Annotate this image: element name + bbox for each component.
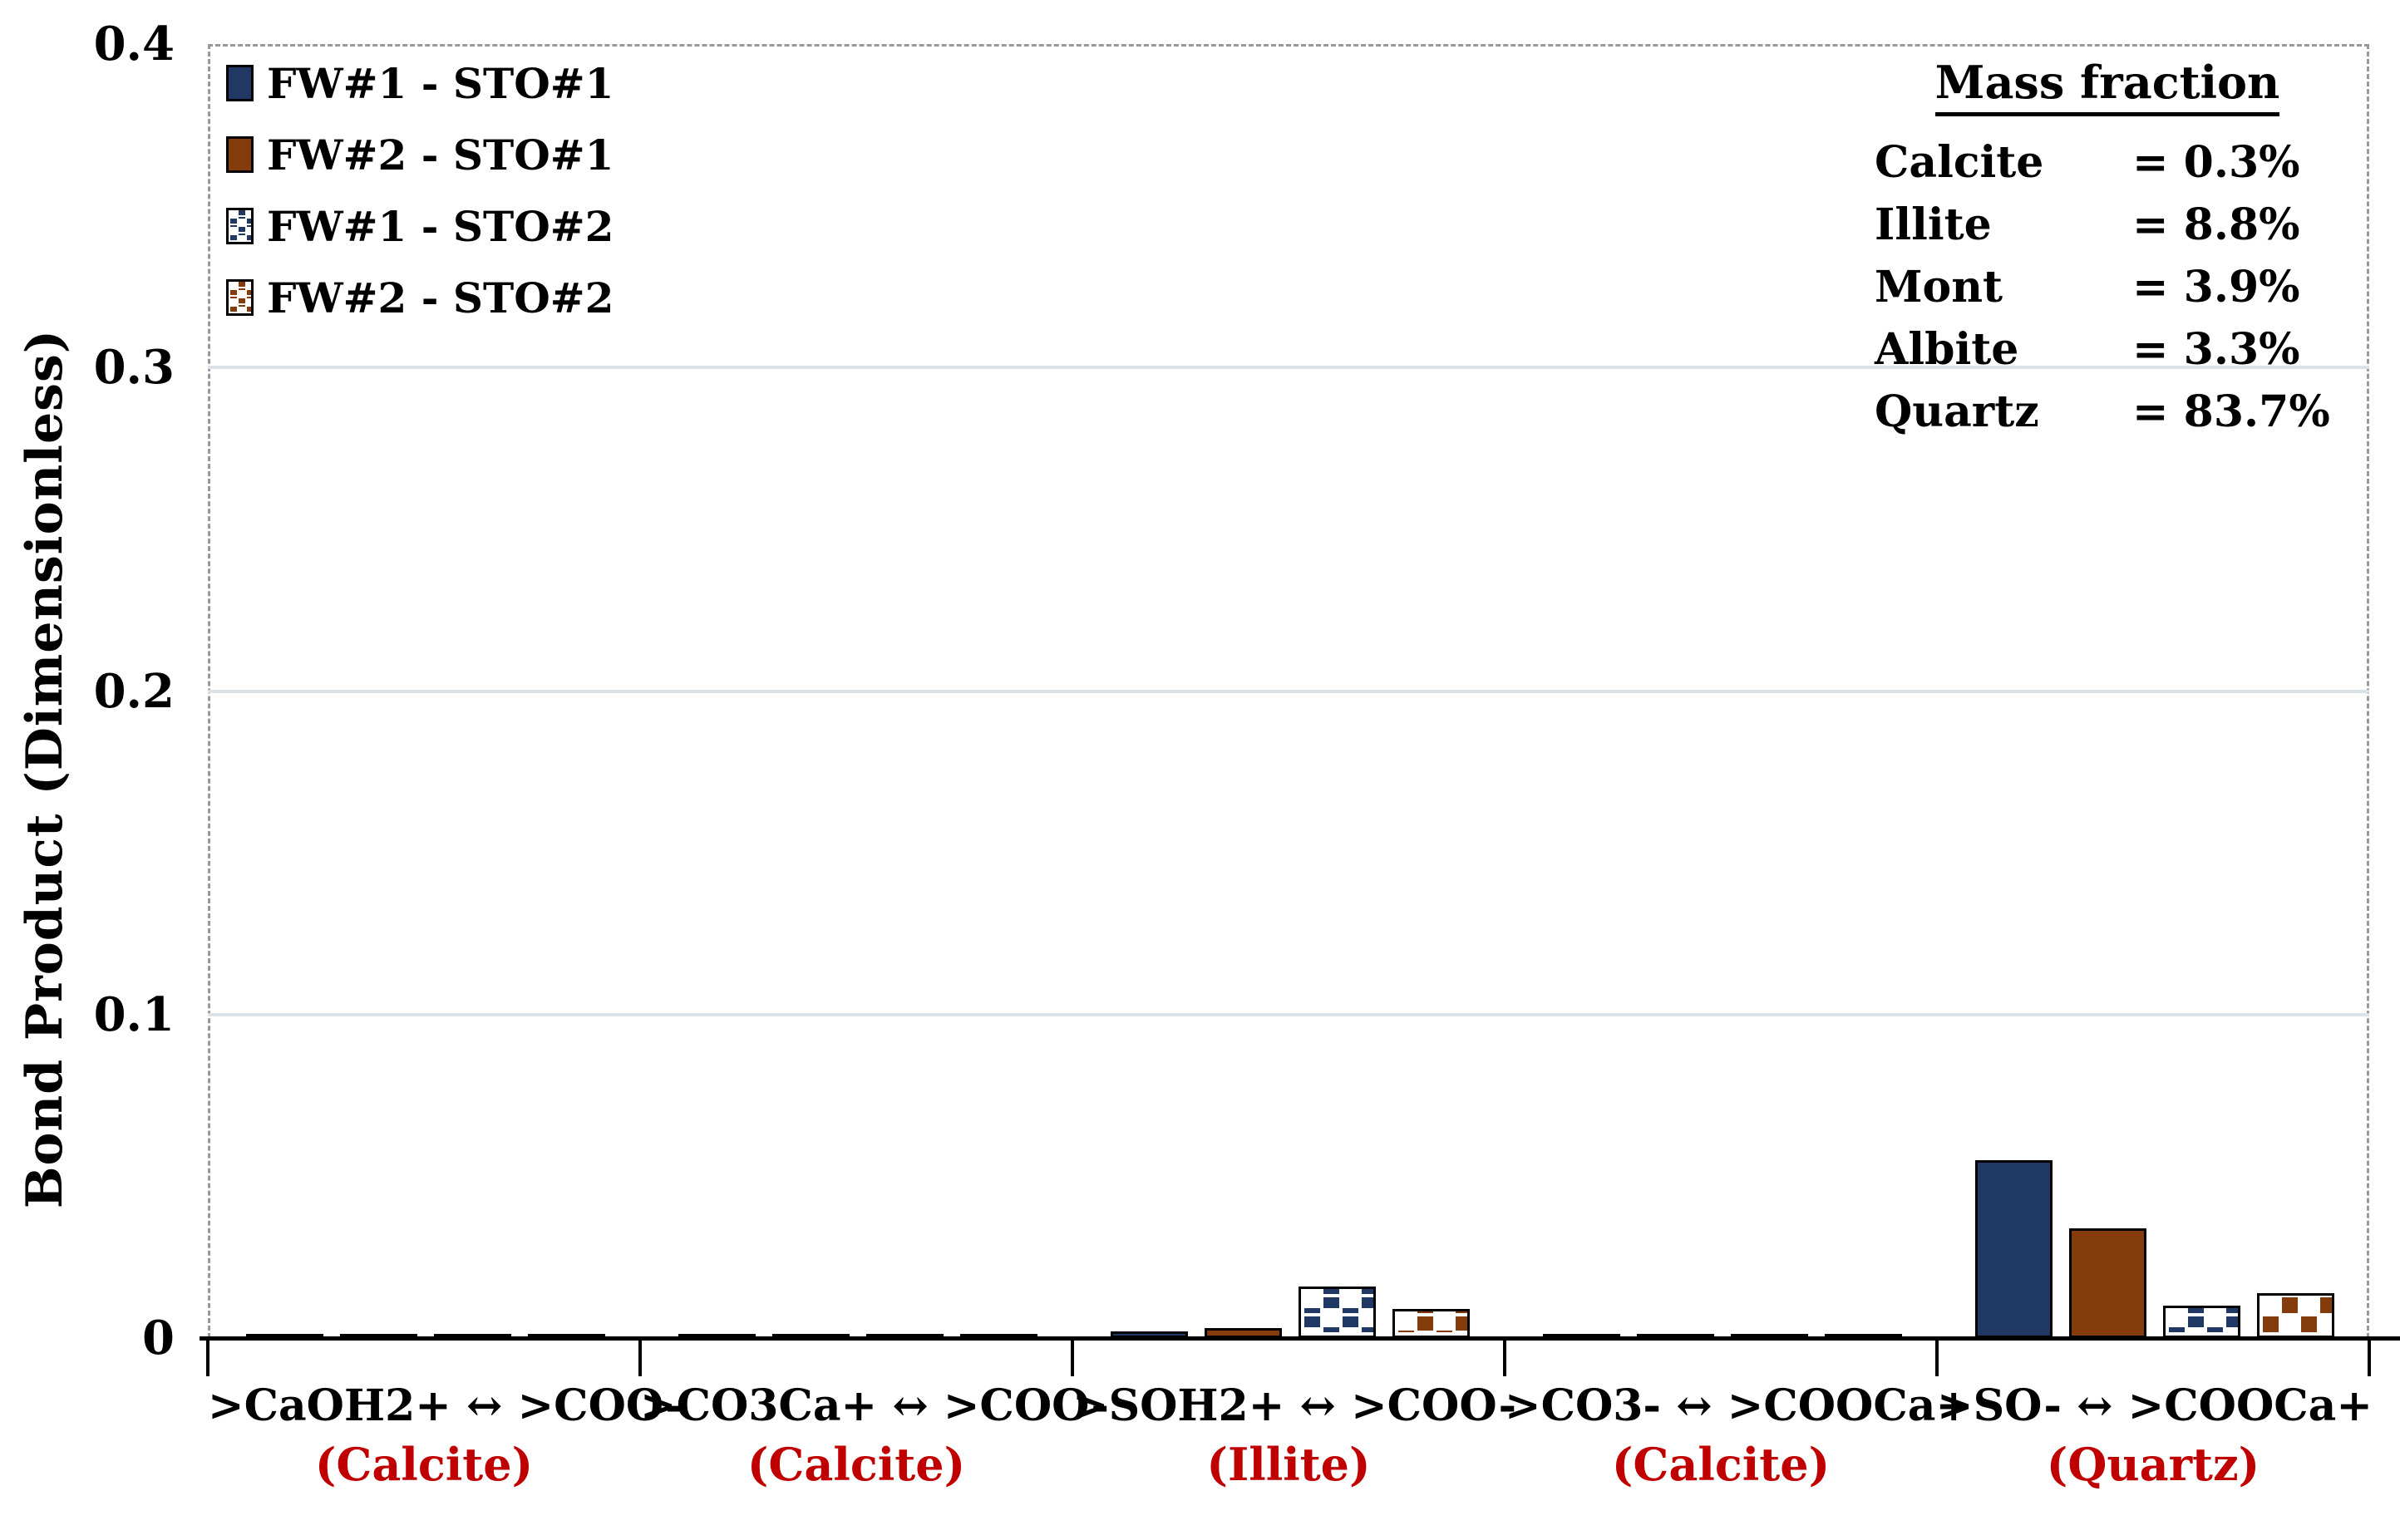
- mass-fraction-title-wrap: Mass fraction: [1875, 57, 2340, 117]
- bar-FW#2 - STO#2-group5: [2257, 1293, 2334, 1338]
- y-tick-label-0.3: 0.3: [93, 340, 175, 395]
- x-category-label: >SO- ↔ >COOCa+: [1937, 1380, 2373, 1431]
- mass-fraction-row-5: Quartz = 83.7%: [1875, 381, 2340, 443]
- mass-fraction-value: = 8.8%: [2132, 199, 2300, 251]
- mass-fraction-value: = 3.3%: [2132, 324, 2300, 376]
- legend-label: FW#2 - STO#2: [267, 273, 614, 322]
- legend-label: FW#1 - STO#2: [267, 201, 614, 251]
- bar-FW#1 - STO#2-group5: [2163, 1306, 2240, 1338]
- y-tick-label-0.1: 0.1: [93, 987, 175, 1042]
- mass-fraction-title: Mass fraction: [1934, 57, 2280, 117]
- x-category-label: >SOH2+ ↔ >COO-: [1072, 1380, 1517, 1431]
- x-category-3: >SOH2+ ↔ >COO- (Illite): [1072, 1380, 1517, 1492]
- y-tick-label-0: 0: [142, 1311, 175, 1365]
- x-category-mineral-label: (Illite): [1206, 1437, 1371, 1491]
- x-axis-tick-1: [638, 1338, 642, 1376]
- y-axis-title: Bond Product (Dimensionless): [16, 328, 74, 1209]
- mass-fraction-mineral: Mont: [1875, 262, 2003, 313]
- x-axis-tick-3: [1503, 1338, 1506, 1376]
- legend-item-1: FW#1 - STO#1: [226, 58, 614, 108]
- x-axis-tick-2: [1071, 1338, 1074, 1376]
- mass-fraction-rows: Calcite = 0.3% Illite = 8.8% Mont = 3.9% Albit…: [1875, 131, 2340, 443]
- legend-swatch-solid-navy-icon: [226, 65, 254, 101]
- legend-item-3: FW#1 - STO#2: [226, 201, 614, 251]
- x-category-4: >CO3- ↔ >COOCa+ (Calcite): [1505, 1380, 1972, 1492]
- x-axis-tick-4: [1935, 1338, 1939, 1376]
- x-category-mineral-label: (Calcite): [1611, 1437, 1831, 1491]
- x-category-mineral-label: (Calcite): [747, 1437, 966, 1491]
- legend-item-2: FW#2 - STO#1: [226, 130, 614, 180]
- x-axis-line: [200, 1336, 2400, 1341]
- legend-swatch-solid-brown-icon: [226, 136, 254, 173]
- mass-fraction-value: = 83.7%: [2132, 386, 2330, 438]
- x-category-mineral-label: (Calcite): [314, 1437, 534, 1491]
- x-category-label: >CO3Ca+ ↔ >COO-: [640, 1380, 1109, 1431]
- legend-label: FW#1 - STO#1: [267, 58, 614, 108]
- legend: FW#1 - STO#1 FW#2 - STO#1 FW#1 - STO#2 FW#2…: [226, 58, 614, 344]
- gridline-0.2: [208, 690, 2369, 693]
- x-category-label: >CaOH2+ ↔ >COO-: [208, 1380, 683, 1431]
- x-axis-tick-5: [2368, 1338, 2371, 1376]
- legend-label: FW#2 - STO#1: [267, 130, 614, 180]
- mass-fraction-mineral: Quartz: [1875, 386, 2039, 438]
- bar-FW#1 - STO#1-group5: [1975, 1160, 2053, 1338]
- mass-fraction-box: Mass fraction Calcite = 0.3% Illite = 8.8% M…: [1875, 57, 2340, 443]
- mass-fraction-mineral: Illite: [1875, 199, 1992, 251]
- x-category-2: >CO3Ca+ ↔ >COO- (Calcite): [640, 1380, 1109, 1492]
- x-category-5: >SO- ↔ >COOCa+ (Quartz): [1937, 1380, 2373, 1492]
- legend-item-4: FW#2 - STO#2: [226, 273, 614, 322]
- y-tick-label-0.2: 0.2: [93, 664, 175, 719]
- x-category-label: >CO3- ↔ >COOCa+: [1505, 1380, 1972, 1431]
- bar-FW#1 - STO#2-group3: [1299, 1287, 1376, 1338]
- mass-fraction-row-4: Albite = 3.3%: [1875, 318, 2340, 381]
- bar-FW#2 - STO#1-group5: [2069, 1228, 2146, 1338]
- mass-fraction-value: = 3.9%: [2132, 262, 2300, 313]
- mass-fraction-row-3: Mont = 3.9%: [1875, 256, 2340, 318]
- bar-FW#2 - STO#2-group3: [1392, 1309, 1470, 1338]
- gridline-0.1: [208, 1013, 2369, 1016]
- mass-fraction-value: = 0.3%: [2132, 137, 2300, 189]
- y-tick-label-0.4: 0.4: [93, 17, 175, 71]
- legend-swatch-pat-brown-icon: [226, 279, 254, 316]
- mass-fraction-row-2: Illite = 8.8%: [1875, 194, 2340, 256]
- legend-swatch-pat-blue-icon: [226, 208, 254, 244]
- gridline-0.3: [208, 366, 2369, 369]
- x-category-mineral-label: (Quartz): [2046, 1437, 2260, 1491]
- mass-fraction-mineral: Calcite: [1875, 137, 2044, 189]
- x-axis-tick-0: [206, 1338, 209, 1376]
- mass-fraction-mineral: Albite: [1875, 324, 2019, 376]
- mass-fraction-row-1: Calcite = 0.3%: [1875, 131, 2340, 194]
- x-category-1: >CaOH2+ ↔ >COO- (Calcite): [208, 1380, 683, 1492]
